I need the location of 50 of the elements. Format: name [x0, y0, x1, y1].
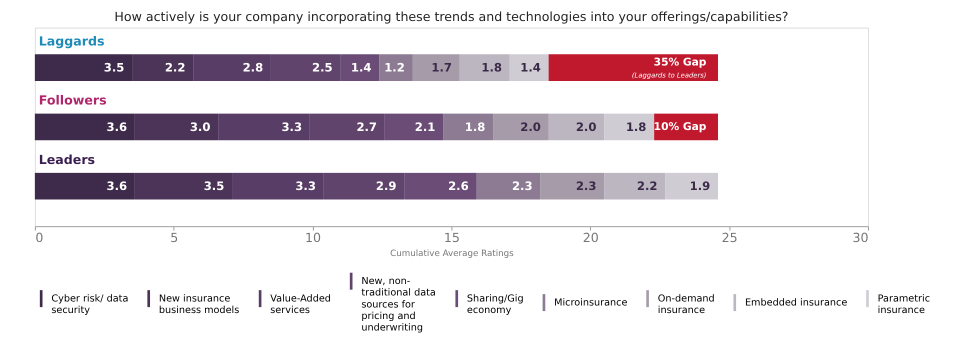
data-label: 2.6 [448, 179, 469, 194]
y-tick-label: Laggards [38, 33, 104, 48]
legend-label: New, non-traditional data sources for pricing and underwriting [361, 276, 436, 334]
data-label: 1.4 [350, 60, 372, 75]
data-label: 2.5 [312, 60, 333, 75]
x-tick-label: 5 [170, 230, 178, 246]
data-label: 2.3 [512, 179, 533, 194]
legend-label: Sharing/Gig economy [466, 294, 524, 316]
x-tick-label: 10 [305, 230, 322, 246]
data-label: 1.8 [626, 120, 646, 134]
legend-label: Microinsurance [554, 298, 628, 309]
data-label: 3.3 [295, 179, 316, 194]
data-label: 2.9 [376, 179, 396, 194]
data-label: 3.6 [106, 179, 128, 194]
y-tick-label: Followers [38, 92, 107, 108]
legend-label: New insurance business models [158, 294, 240, 316]
data-label: 3.0 [190, 120, 210, 134]
x-tick-label: 30 [852, 230, 868, 246]
annotation: 10% Gap [654, 120, 707, 133]
data-label: 3.6 [106, 120, 128, 134]
data-label: 3.3 [281, 120, 302, 134]
data-label: 2.2 [636, 179, 658, 194]
legend-label: Value-Added services [270, 294, 331, 316]
y-tick-label: Leaders [38, 152, 96, 167]
annotation: 35% Gap [654, 56, 707, 69]
data-label: 1.4 [520, 60, 541, 75]
chart-title: How actively is your company incorporating these trends and technologies into your offerings/capabilities? [114, 8, 788, 24]
data-label: 3.5 [104, 60, 124, 75]
legend-label: On-demand insurance [658, 294, 715, 316]
data-label: 2.0 [576, 120, 596, 134]
data-label: 1.2 [384, 60, 405, 75]
data-label: 2.3 [576, 179, 596, 194]
x-axis-title: Cumulative Average Ratings [390, 248, 514, 259]
legend-label: Parametric insurance [878, 294, 930, 316]
legend-label: Cyber risk/ data security [51, 294, 128, 316]
x-tick-label: 20 [582, 230, 599, 246]
legend-label: Embedded insurance [744, 298, 848, 309]
data-label: 2.8 [242, 60, 264, 75]
data-label: 2.2 [164, 60, 186, 75]
data-label: 1.7 [431, 60, 452, 75]
data-label: 3.5 [204, 179, 224, 194]
data-label: 1.9 [690, 179, 710, 194]
data-label: 2.0 [520, 120, 541, 134]
x-tick-label: 0 [35, 230, 44, 246]
data-label: 1.8 [464, 120, 486, 134]
x-tick-label: 15 [444, 230, 460, 246]
x-tick-label: 25 [722, 230, 738, 246]
data-label: 2.7 [356, 120, 378, 134]
data-label: 2.1 [414, 120, 436, 134]
data-label: 1.8 [481, 60, 502, 75]
